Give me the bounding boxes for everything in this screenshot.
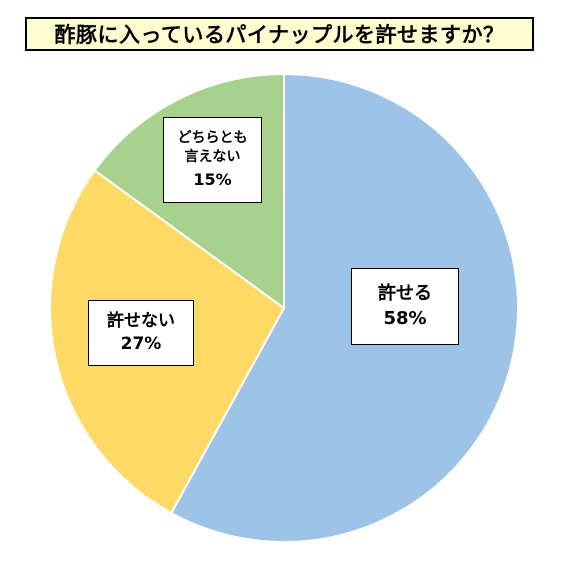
data-label-name-line-2: 言えない <box>184 149 241 166</box>
data-label-percent: 27% <box>120 334 162 354</box>
data-label-dochiratomo: どちらとも 言えない 15% <box>163 117 262 203</box>
data-label-name: 許せない <box>107 311 175 332</box>
data-label-yurusanai: 許せない 27% <box>88 300 194 366</box>
pie-slice-0 <box>169 72 519 543</box>
chart-title: 酢豚に入っているパイナップルを許せますか？ <box>25 17 534 51</box>
data-label-name: 許せる <box>378 283 432 305</box>
data-label-name-line-1: どちらとも <box>177 130 248 147</box>
data-label-yurusu: 許せる 58% <box>351 268 459 345</box>
data-label-percent: 58% <box>383 307 427 329</box>
data-label-percent: 15% <box>193 170 232 190</box>
